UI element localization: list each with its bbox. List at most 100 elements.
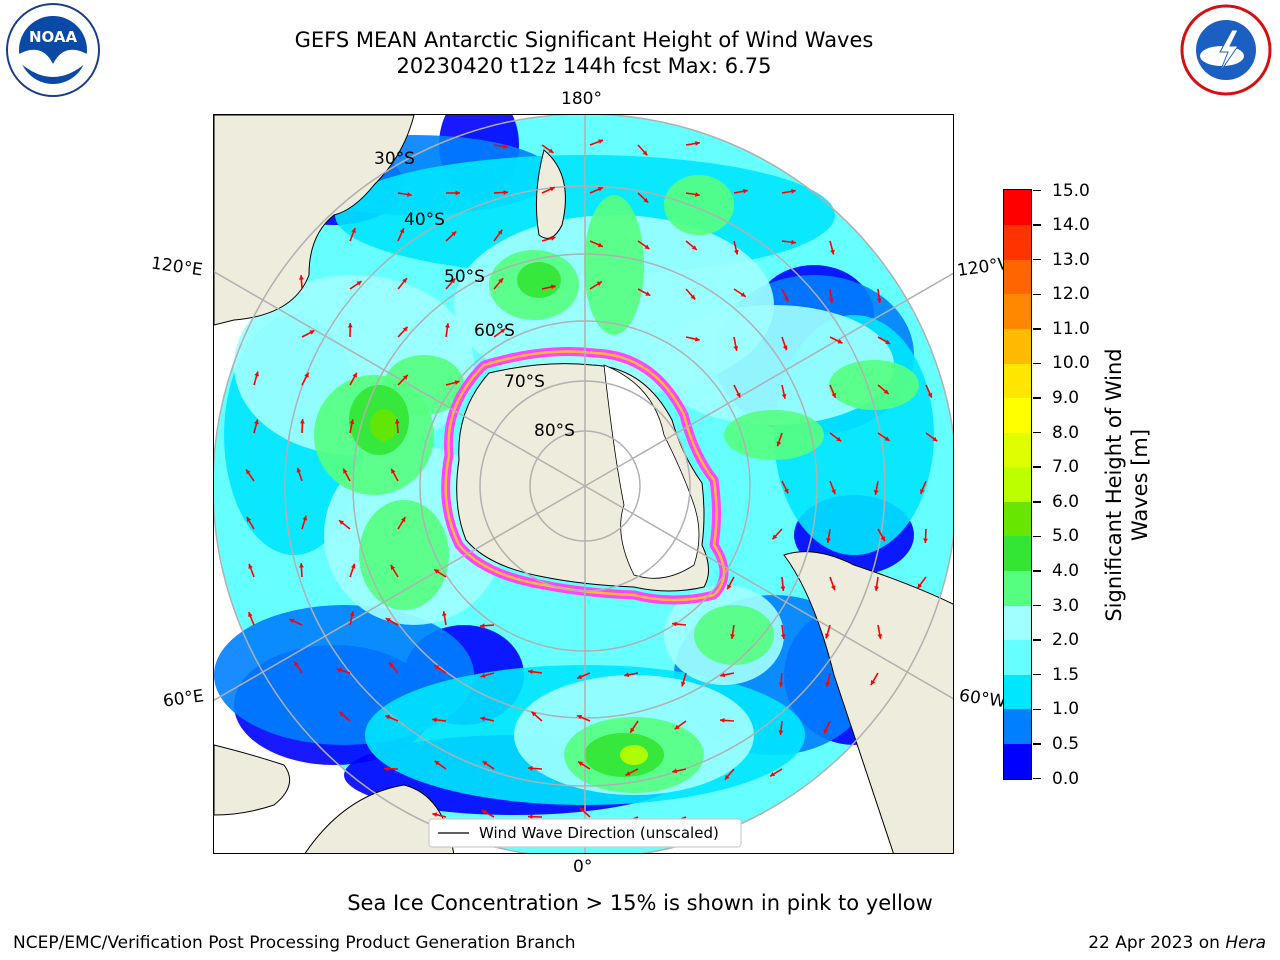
- wind-arrow-head: [772, 534, 778, 540]
- colorbar-tick: [1033, 293, 1041, 295]
- colorbar-tick: [1033, 224, 1041, 226]
- wind-arrow-head: [770, 771, 776, 777]
- footer-date-text: 22 Apr 2023 on: [1088, 933, 1220, 953]
- wind-arrow-head: [724, 774, 730, 780]
- wind-arrow-head: [694, 336, 700, 342]
- latitude-label: 40°S: [404, 210, 445, 230]
- wind-arrow-head: [828, 298, 834, 303]
- wind-arrow-head: [481, 810, 487, 815]
- wind-arrow-head: [885, 339, 891, 344]
- wind-arrow-head: [784, 296, 789, 302]
- wind-arrow-head: [695, 192, 700, 197]
- wind-arrow-head: [597, 187, 603, 192]
- wind-arrow-head: [784, 488, 789, 494]
- wind-arrow-head: [480, 673, 486, 678]
- colorbar-tick: [1033, 743, 1041, 745]
- colorbar-segment: [1004, 293, 1031, 329]
- ice-shelf: [603, 364, 700, 579]
- colorbar-tick-label: 7.0: [1052, 457, 1080, 478]
- wind-arrow-head: [596, 281, 602, 286]
- wind-arrow-head: [691, 245, 697, 250]
- wind-arrow-head: [454, 380, 460, 385]
- wind-arrow-head: [624, 672, 630, 678]
- chart-title-line1: GEFS MEAN Antarctic Significant Height o…: [294, 28, 874, 52]
- wind-arrow-head: [480, 623, 485, 629]
- colorbar-segment: [1004, 535, 1031, 572]
- colorbar-segment: [1004, 708, 1031, 744]
- wind-arrow-head: [776, 441, 782, 447]
- wind-arrow-head: [450, 278, 456, 284]
- wave-height-region: [370, 409, 398, 441]
- wave-height-region: [359, 500, 449, 610]
- wind-arrow-head: [823, 728, 829, 734]
- colorbar-segment: [1004, 639, 1031, 675]
- colorbar-tick: [1033, 362, 1041, 365]
- colorbar-segment: [1004, 674, 1031, 710]
- wind-arrow-head: [304, 372, 309, 378]
- wind-arrow-head: [442, 611, 447, 616]
- colorbar-segment: [1004, 190, 1031, 226]
- wind-arrow-head: [577, 715, 583, 720]
- wind-arrow-head: [445, 323, 450, 328]
- colorbar-tick-label: 2.0: [1052, 630, 1080, 651]
- wind-arrow-head: [390, 564, 396, 570]
- svg-text:NOAA: NOAA: [29, 28, 78, 46]
- colorbar-tick: [1033, 328, 1041, 330]
- landmass: [783, 551, 953, 853]
- colorbar-tick-label: 12.0: [1052, 284, 1090, 305]
- lon-label-180: 180°: [561, 89, 602, 109]
- wind-arrow-head: [400, 517, 406, 523]
- wind-arrow-head: [695, 141, 700, 146]
- wind-arrow-head: [877, 634, 883, 639]
- wind-arrow-head: [642, 150, 648, 156]
- wind-arrow-head: [824, 633, 830, 639]
- wind-arrow-head: [434, 665, 440, 670]
- lon-label-120e: 120°E: [149, 253, 204, 281]
- wind-arrow-head: [451, 231, 457, 237]
- colorbar-segment: [1004, 259, 1031, 295]
- wind-arrow-head: [780, 586, 786, 591]
- wind-arrow-head: [690, 294, 696, 300]
- wind-arrow-head: [644, 244, 650, 250]
- colorbar-segment: [1004, 466, 1031, 502]
- wind-arrow-head: [531, 711, 537, 717]
- wave-height-region: [829, 360, 919, 410]
- wind-arrow-head: [831, 489, 836, 495]
- wind-arrow-head: [830, 585, 836, 591]
- wind-arrow-head: [402, 326, 408, 332]
- colorbar-segment: [1004, 328, 1031, 364]
- wind-arrow-head: [432, 812, 438, 818]
- colorbar-segment: [1004, 224, 1031, 260]
- wave-height-region: [584, 195, 644, 335]
- wind-arrow-head: [780, 634, 786, 639]
- colorbar-segment: [1004, 362, 1031, 399]
- wind-arrow-head: [672, 768, 678, 774]
- wind-arrow-head: [781, 393, 787, 399]
- wind-arrow-head: [528, 814, 533, 820]
- wind-arrow-head: [643, 197, 649, 203]
- colorbar-tick: [1033, 673, 1041, 676]
- wind-arrow-head: [720, 717, 725, 723]
- wind-arrow-head: [391, 468, 396, 474]
- wind-arrow-head: [927, 392, 933, 398]
- nws-logo-icon: [1180, 4, 1272, 96]
- wind-arrow-head: [248, 563, 253, 569]
- colorbar-tick: [1033, 189, 1041, 192]
- wind-arrow-head: [680, 681, 686, 687]
- wind-arrow-head: [880, 536, 885, 542]
- wind-arrow-head: [356, 281, 362, 286]
- colorbar-tick-label: 9.0: [1052, 388, 1080, 409]
- wind-arrow-head: [782, 345, 788, 351]
- polar-map: 30°S 40°S 50°S 60°S 70°S 80°S Wind Wave Direct…: [213, 114, 954, 854]
- colorbar-tick: [1033, 777, 1041, 780]
- colorbar-tick-label: 13.0: [1052, 249, 1090, 270]
- wave-height-region: [664, 175, 734, 235]
- wind-arrow-head: [730, 634, 735, 639]
- wind-arrow-head: [598, 139, 604, 144]
- wind-arrow-head: [455, 190, 460, 196]
- wind-arrow-head: [298, 275, 304, 280]
- wind-arrow-head: [503, 144, 508, 149]
- landmass: [214, 744, 291, 816]
- wind-arrow-head: [399, 228, 405, 234]
- wind-arrow-head: [294, 661, 299, 667]
